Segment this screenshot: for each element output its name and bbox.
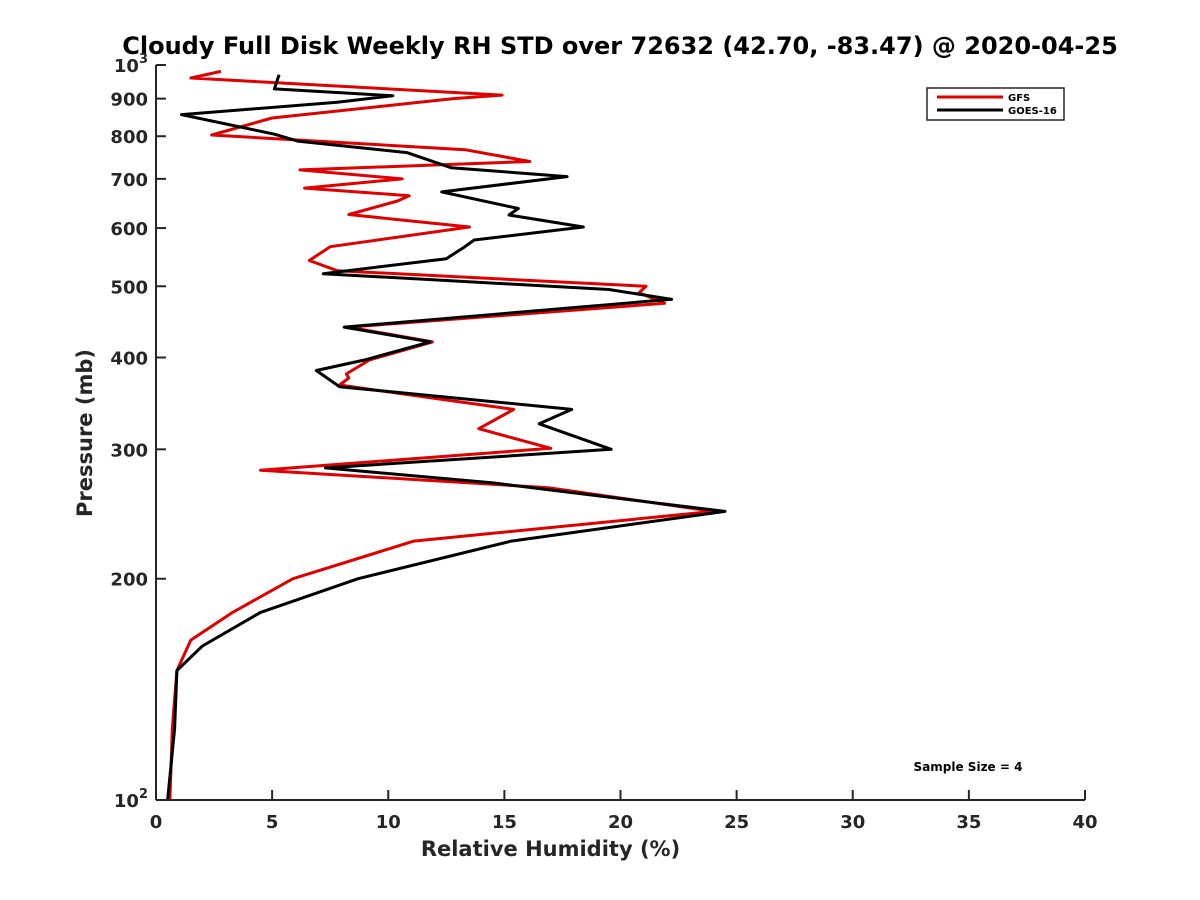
chart-title: Cloudy Full Disk Weekly RH STD over 7263… <box>122 32 1118 60</box>
legend-box <box>926 87 1065 121</box>
x-tick-label: 15 <box>492 812 517 833</box>
y-tick-label: 600 <box>110 219 148 240</box>
axes-layer: 0 5 10 15 20 25 30 35 40 102​ 200 300 400 500 600 700 80… <box>110 52 1097 833</box>
y-tick-label: 300 <box>110 440 148 461</box>
series-layer <box>166 69 727 801</box>
x-tick-label: 25 <box>724 812 749 833</box>
x-tick-label: 20 <box>608 812 633 833</box>
x-axis-label: Relative Humidity (%) <box>421 837 680 861</box>
x-tick-label: 0 <box>150 812 163 833</box>
x-tick-label: 40 <box>1072 812 1097 833</box>
y-tick-label: 400 <box>110 348 148 369</box>
y-tick-label: 102​ <box>114 787 148 812</box>
x-tick-label: 10 <box>376 812 401 833</box>
y-tick-label: 103​ <box>114 52 148 77</box>
y-tick-label: 900 <box>110 90 148 111</box>
x-tick-label: 30 <box>840 812 865 833</box>
series-line-goes-16 <box>166 74 727 801</box>
y-tick-label: 700 <box>110 170 148 191</box>
legend: GFS GOES-16 <box>926 87 1065 121</box>
x-tick-label: 35 <box>956 812 981 833</box>
legend-label: GOES-16 <box>1008 106 1057 117</box>
sample-size-annotation: Sample Size = 4 <box>914 760 1023 774</box>
legend-label: GFS <box>1008 93 1030 104</box>
x-tick-label: 5 <box>266 812 279 833</box>
y-axis-label: Pressure (mb) <box>73 349 97 517</box>
plot-area <box>156 65 1085 800</box>
y-tick-label: 500 <box>110 277 148 298</box>
y-tick-label: 800 <box>110 127 148 148</box>
series-line-gfs <box>168 69 715 801</box>
y-tick-label: 200 <box>110 570 148 591</box>
